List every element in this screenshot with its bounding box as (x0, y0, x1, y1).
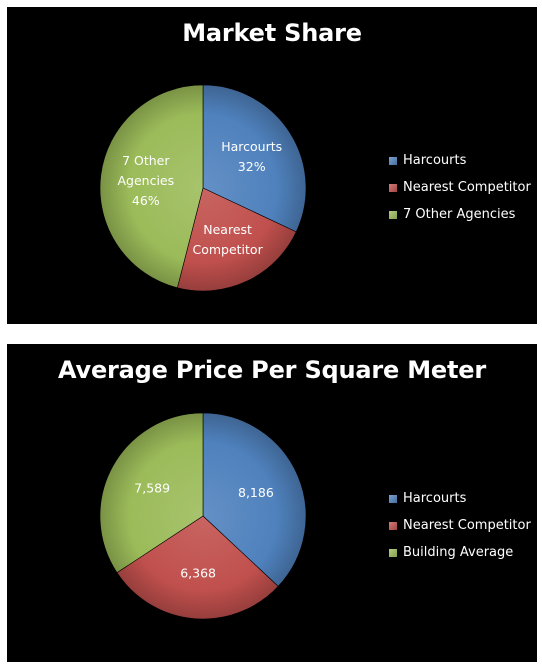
price-per-square-meter-legend: Harcourts Nearest Competitor Building Aver… (389, 485, 531, 566)
price-per-square-meter-chart: Average Price Per Square Meter 8,186 6,36… (7, 344, 537, 662)
pie-slice-harcourts (202, 412, 307, 587)
legend-label: Nearest Competitor (403, 518, 531, 533)
legend-item-7-other-agencies: 7 Other Agencies (389, 201, 531, 228)
legend-item-harcourts: Harcourts (389, 147, 531, 174)
market-share-chart: Market Share Harcourts 32% Nearest Competit… (7, 7, 537, 324)
pie-slice-harcourts (202, 84, 307, 233)
pie-slice-7-other-agencies (99, 84, 204, 289)
legend-swatch (389, 210, 397, 219)
legend-swatch (389, 548, 397, 557)
legend-swatch (389, 494, 397, 503)
chart-title: Average Price Per Square Meter (57, 356, 487, 384)
legend-label: Harcourts (403, 153, 467, 168)
market-share-pie: Harcourts 32% Nearest Competitor 7 Other Agen… (99, 84, 307, 292)
data-label-building-average: 7,589 (134, 481, 170, 496)
data-label-7-other-agencies: 7 Other Agencies 46% (117, 153, 174, 208)
chart-title: Market Share (182, 19, 362, 47)
data-label-nearest-competitor: Nearest Competitor (192, 222, 263, 257)
legend-swatch (389, 183, 397, 192)
pie-slice-nearest-competitor (116, 515, 279, 620)
market-share-legend: Harcourts Nearest Competitor 7 Other Agenc… (389, 147, 531, 228)
legend-label: 7 Other Agencies (403, 207, 516, 222)
legend-label: Nearest Competitor (403, 180, 531, 195)
data-label-nearest-competitor: 6,368 (180, 566, 216, 581)
data-label-harcourts: 8,186 (238, 485, 274, 500)
legend-swatch (389, 156, 397, 165)
legend-label: Harcourts (403, 491, 467, 506)
legend-item-harcourts: Harcourts (389, 485, 531, 512)
legend-label: Building Average (403, 545, 514, 560)
pie-slice-nearest-competitor (177, 187, 297, 292)
data-label-harcourts: Harcourts 32% (221, 139, 282, 174)
legend-item-nearest-competitor: Nearest Competitor (389, 174, 531, 201)
price-per-square-meter-pie: 8,186 6,368 7,589 (99, 412, 307, 620)
pie-slice-building-average (99, 412, 204, 574)
legend-item-building-average: Building Average (389, 539, 531, 566)
legend-item-nearest-competitor: Nearest Competitor (389, 512, 531, 539)
legend-swatch (389, 521, 397, 530)
